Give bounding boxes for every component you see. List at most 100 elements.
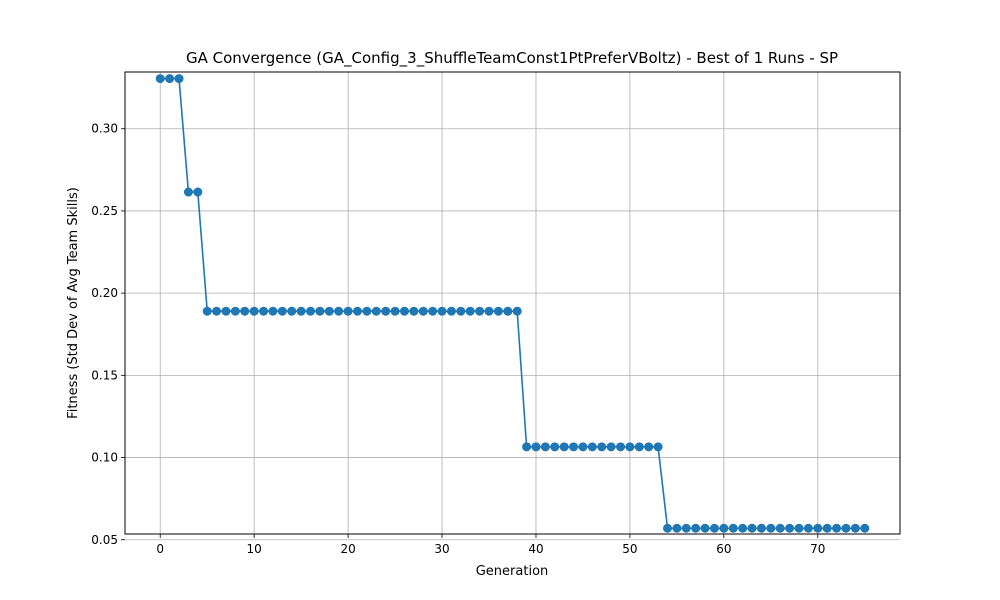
data-point <box>324 306 334 316</box>
data-point <box>803 523 813 533</box>
plot-frame <box>124 71 901 535</box>
y-tick-label: 0.30 <box>91 122 118 136</box>
data-point <box>484 306 494 316</box>
y-tick-label: 0.05 <box>91 533 118 547</box>
series-fitness <box>155 74 870 533</box>
data-point <box>212 306 222 316</box>
data-point <box>249 306 259 316</box>
data-point <box>700 523 710 533</box>
data-point <box>738 523 748 533</box>
y-tick-label: 0.25 <box>91 204 118 218</box>
data-point <box>306 306 316 316</box>
data-point <box>616 442 626 452</box>
x-tick-label: 30 <box>434 542 449 556</box>
data-point <box>822 523 832 533</box>
data-point <box>174 74 184 84</box>
grid <box>125 72 900 541</box>
data-point <box>503 306 513 316</box>
data-point <box>559 442 569 452</box>
data-point <box>719 523 729 533</box>
data-point <box>625 442 635 452</box>
data-point <box>860 523 870 533</box>
data-point <box>456 306 466 316</box>
data-point <box>569 442 579 452</box>
data-point <box>343 306 353 316</box>
data-point <box>597 442 607 452</box>
data-point <box>399 306 409 316</box>
data-point <box>587 442 597 452</box>
data-point <box>155 74 165 84</box>
data-point <box>531 442 541 452</box>
y-axis: 0.05 0.10 0.15 0.20 0.25 0.30 <box>91 122 125 547</box>
data-point <box>437 306 447 316</box>
data-point <box>681 523 691 533</box>
data-point <box>634 442 644 452</box>
data-point <box>644 442 654 452</box>
x-tick-label: 50 <box>622 542 637 556</box>
data-point <box>728 523 738 533</box>
data-point <box>268 306 278 316</box>
data-point <box>259 306 269 316</box>
x-axis: 0 10 20 30 40 50 60 70 <box>156 534 825 556</box>
data-point <box>785 523 795 533</box>
x-tick-label: 10 <box>247 542 262 556</box>
y-axis-label: Fitness (Std Dev of Avg Team Skills) <box>66 187 81 419</box>
data-point <box>230 306 240 316</box>
data-point <box>277 306 287 316</box>
data-point <box>550 442 560 452</box>
fitness-line <box>160 77 865 530</box>
data-point <box>747 523 757 533</box>
data-point <box>240 306 250 316</box>
data-point <box>850 523 860 533</box>
data-point <box>841 523 851 533</box>
data-point <box>409 306 419 316</box>
data-point <box>606 442 616 452</box>
x-tick-label: 70 <box>810 542 825 556</box>
data-point <box>512 306 522 316</box>
data-point <box>756 523 766 533</box>
y-tick-label: 0.10 <box>91 451 118 465</box>
data-point <box>315 306 325 316</box>
x-axis-label: Generation <box>476 564 549 579</box>
data-point <box>390 306 400 316</box>
data-point <box>691 523 701 533</box>
data-point <box>465 306 475 316</box>
data-point <box>193 187 203 197</box>
data-point <box>446 306 456 316</box>
data-point <box>813 523 823 533</box>
data-point <box>296 306 306 316</box>
y-tick-label: 0.15 <box>91 368 118 382</box>
data-point <box>709 523 719 533</box>
data-point <box>653 442 663 452</box>
data-point <box>287 306 297 316</box>
data-point <box>832 523 842 533</box>
data-point <box>362 306 372 316</box>
data-point <box>428 306 438 316</box>
data-point <box>334 306 344 316</box>
data-point <box>353 306 362 316</box>
data-point <box>202 306 212 316</box>
data-point <box>418 306 428 316</box>
data-point <box>578 442 588 452</box>
data-point <box>381 306 391 316</box>
data-point <box>221 306 231 316</box>
chart-title: GA Convergence (GA_Config_3_ShuffleTeamC… <box>186 49 838 68</box>
data-point <box>540 442 550 452</box>
data-point <box>794 523 804 533</box>
x-tick-label: 60 <box>716 542 731 556</box>
x-tick-label: 0 <box>156 542 164 556</box>
data-point <box>672 523 682 533</box>
data-point <box>522 442 532 452</box>
x-tick-label: 20 <box>340 542 355 556</box>
data-point <box>183 187 193 197</box>
data-point <box>493 306 503 316</box>
data-point <box>663 523 672 533</box>
data-point <box>475 306 485 316</box>
data-point <box>775 523 785 533</box>
y-tick-label: 0.20 <box>91 286 118 300</box>
x-tick-label: 40 <box>528 542 543 556</box>
data-point <box>371 306 381 316</box>
data-point <box>165 74 175 84</box>
